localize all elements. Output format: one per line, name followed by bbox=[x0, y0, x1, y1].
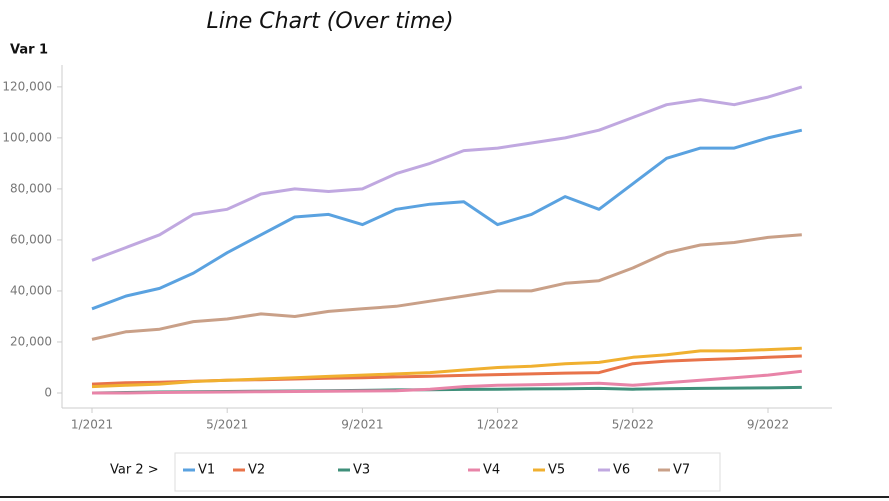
y-tick-label: 80,000 bbox=[10, 181, 52, 195]
x-tick-label: 5/2022 bbox=[612, 418, 654, 432]
y-tick-label: 100,000 bbox=[2, 130, 52, 144]
x-tick-label: 1/2021 bbox=[71, 418, 113, 432]
chart-title: Line Chart (Over time) bbox=[206, 9, 453, 34]
x-tick-label: 9/2021 bbox=[341, 418, 383, 432]
x-tick-label: 5/2021 bbox=[206, 418, 248, 432]
series-line bbox=[91, 128, 803, 311]
series-line bbox=[91, 233, 802, 341]
x-tick-label: 9/2022 bbox=[747, 418, 789, 432]
legend-label: V7 bbox=[673, 463, 690, 478]
y-tick-label: 40,000 bbox=[10, 283, 52, 297]
legend-label: V1 bbox=[198, 463, 215, 478]
y-tick-label: 20,000 bbox=[10, 334, 52, 348]
legend-label: V3 bbox=[353, 463, 370, 478]
legend-label: V5 bbox=[548, 463, 565, 478]
x-tick-label: 1/2022 bbox=[476, 418, 518, 432]
series-line bbox=[92, 369, 802, 395]
legend-title: Var 2 > bbox=[110, 463, 159, 478]
series-line bbox=[91, 346, 802, 389]
legend-label: V4 bbox=[483, 463, 500, 478]
legend-box bbox=[174, 452, 721, 492]
series-line bbox=[91, 85, 803, 262]
y-tick-label: 120,000 bbox=[2, 79, 52, 93]
legend-label: V2 bbox=[248, 463, 265, 478]
legend-label: V6 bbox=[613, 463, 630, 478]
y-tick-label: 0 bbox=[44, 385, 52, 399]
y-tick-label: 60,000 bbox=[10, 232, 52, 246]
y-axis-label: Var 1 bbox=[10, 43, 48, 58]
